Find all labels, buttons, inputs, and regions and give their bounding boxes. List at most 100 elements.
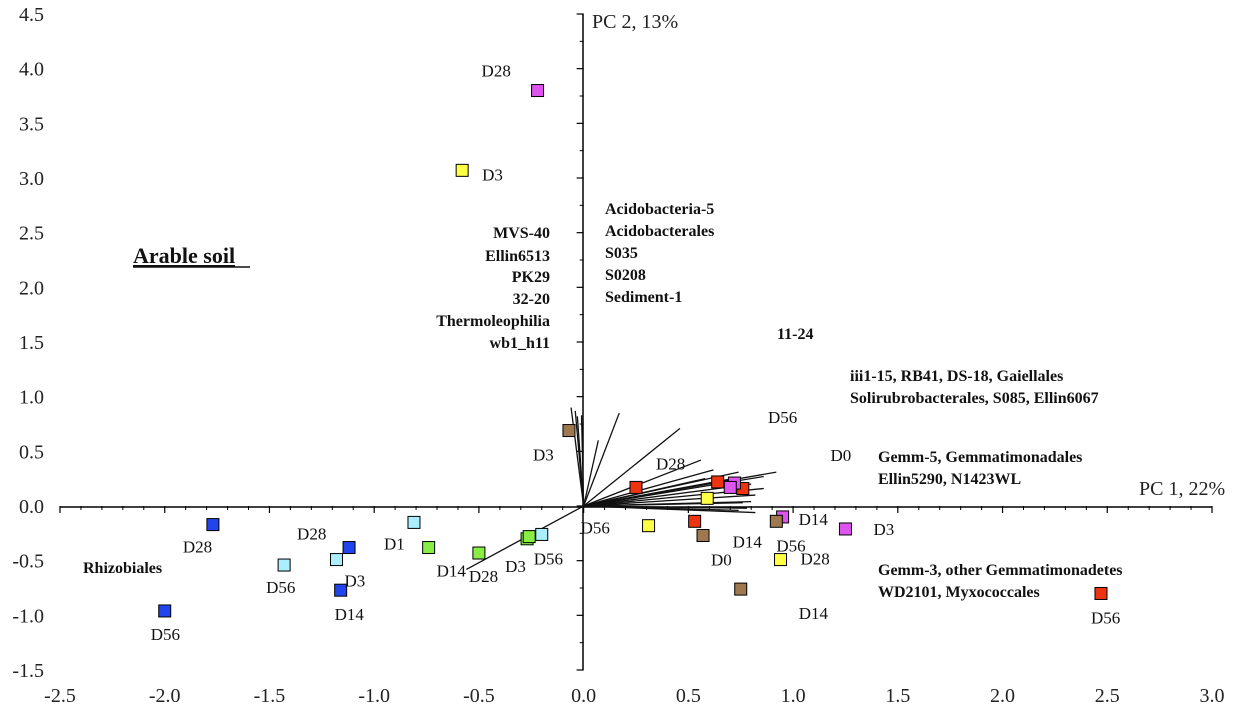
y-tick-label: 1.0 xyxy=(19,387,44,409)
sample-point xyxy=(642,519,656,533)
point-label: D14 xyxy=(437,562,467,581)
point-label: D3 xyxy=(482,165,503,184)
point-label: D28 xyxy=(656,454,685,473)
point-label: D3 xyxy=(873,520,894,539)
point-label: D56 xyxy=(776,536,805,555)
sample-point xyxy=(629,480,643,494)
sample-point xyxy=(723,480,737,494)
sample-point xyxy=(407,515,421,529)
y-tick-label: -0.5 xyxy=(12,551,44,573)
point-label: D28 xyxy=(297,525,326,544)
sample-point xyxy=(535,527,549,541)
taxa-gemm3-line2: WD2101, Myxococcales xyxy=(878,584,1040,601)
x-tick-label: -2.0 xyxy=(149,685,181,707)
taxa-gemm5-line1: Gemm-5, Gemmatimonadales xyxy=(878,449,1082,466)
sample-point xyxy=(774,553,788,567)
point-label: D56 xyxy=(581,519,610,538)
y-tick-label: 3.0 xyxy=(19,168,44,190)
taxa-ellin6513: Ellin6513 xyxy=(485,248,550,265)
taxa-gemm3-line1: Gemm-3, other Gemmatimonadetes xyxy=(878,562,1123,579)
y-tick-label: -1.0 xyxy=(12,605,44,627)
taxa-acidobacterales: Acidobacterales xyxy=(605,223,714,240)
point-label: D3 xyxy=(344,572,365,591)
point-label: D14 xyxy=(733,532,763,551)
taxa-s035: S035 xyxy=(605,245,638,262)
x-tick-label: -1.5 xyxy=(254,685,286,707)
tick-labels: -2.5 -2.0 -1.5 -1.0 -0.5 0.0 0.5 1.0 1.5 2.0 2.5 3.… xyxy=(12,4,1224,707)
x-tick-label: 2.0 xyxy=(990,685,1015,707)
sample-point xyxy=(329,553,343,567)
point-label: D3 xyxy=(505,557,526,576)
taxa-s0208: S0208 xyxy=(605,267,646,284)
point-label: D28 xyxy=(801,550,830,569)
point-label: D56 xyxy=(151,625,180,644)
y-tick-label: 2.0 xyxy=(19,277,44,299)
sample-point xyxy=(342,541,356,555)
point-label: D1 xyxy=(384,534,405,553)
x-tick-label: 1.0 xyxy=(781,685,806,707)
x-tick-label: 0.5 xyxy=(676,685,701,707)
x-tick-label: -1.0 xyxy=(358,685,390,707)
taxa-group-left: MVS-40 Ellin6513 PK29 32-20 Thermoleophi… xyxy=(436,225,550,352)
point-label: D28 xyxy=(482,62,511,81)
point-label: D56 xyxy=(534,549,563,568)
taxa-pk29: PK29 xyxy=(512,269,550,286)
point-label: D28 xyxy=(183,538,212,557)
x-tick-label: 1.5 xyxy=(885,685,910,707)
taxa-gemm5-line2: Ellin5290, N1423WL xyxy=(878,471,1021,488)
point-label: D28 xyxy=(469,567,498,586)
x-tick-label: -0.5 xyxy=(463,685,495,707)
sample-point xyxy=(562,424,576,438)
sample-point xyxy=(472,546,486,560)
x-tick-label: 0.0 xyxy=(571,685,596,707)
sample-point xyxy=(700,491,714,505)
y-tick-label: 3.5 xyxy=(19,113,44,135)
sample-point xyxy=(838,522,852,536)
label-d56-top: D56 xyxy=(768,408,797,427)
loading-vector xyxy=(583,440,599,507)
x-tick-label: -2.5 xyxy=(44,685,76,707)
y-tick-label: -1.5 xyxy=(12,660,44,682)
taxa-rhizobiales: Rhizobiales xyxy=(83,560,162,577)
sample-point xyxy=(522,530,536,544)
sample-point xyxy=(334,583,348,597)
taxa-wb1-h11: wb1_h11 xyxy=(490,335,550,352)
loading-vector xyxy=(583,427,681,507)
y-tick-label: 2.5 xyxy=(19,223,44,245)
loading-vector xyxy=(583,502,743,507)
loading-vector xyxy=(576,416,585,507)
y-axis-title: PC 2, 13% xyxy=(592,11,678,33)
taxa-11-24: 11-24 xyxy=(777,326,813,343)
sample-point xyxy=(734,582,748,596)
sample-point xyxy=(531,84,545,98)
sample-point xyxy=(206,518,220,532)
loading-vector xyxy=(583,471,777,507)
point-label: D14 xyxy=(335,605,365,624)
x-axis-title: PC 1, 22% xyxy=(1139,478,1225,500)
sample-point xyxy=(422,541,436,555)
sample-point xyxy=(688,514,702,528)
taxa-thermoleophilia: Thermoleophilia xyxy=(436,313,550,330)
taxa-sediment-1: Sediment-1 xyxy=(605,289,682,306)
sample-point xyxy=(455,163,469,177)
sample-point xyxy=(277,558,291,572)
arable-soil-label: Arable soil xyxy=(133,243,235,268)
y-tick-label: 4.0 xyxy=(19,59,44,81)
x-tick-label: 3.0 xyxy=(1200,685,1225,707)
loading-vector xyxy=(583,412,620,507)
loading-vector xyxy=(580,415,585,507)
sample-point xyxy=(696,529,710,543)
taxa-32-20: 32-20 xyxy=(513,291,550,308)
sample-point xyxy=(1094,586,1108,600)
sample-point xyxy=(158,604,172,618)
loading-vector xyxy=(583,505,739,512)
point-label: D56 xyxy=(1091,608,1120,627)
y-tick-label: 0.5 xyxy=(19,441,44,463)
point-label: D3 xyxy=(533,446,554,465)
x-tick-label: 2.5 xyxy=(1095,685,1120,707)
taxa-iii-line1: iii1-15, RB41, DS-18, Gaiellales xyxy=(850,368,1063,385)
sample-point xyxy=(711,475,725,489)
sample-point xyxy=(769,514,783,528)
